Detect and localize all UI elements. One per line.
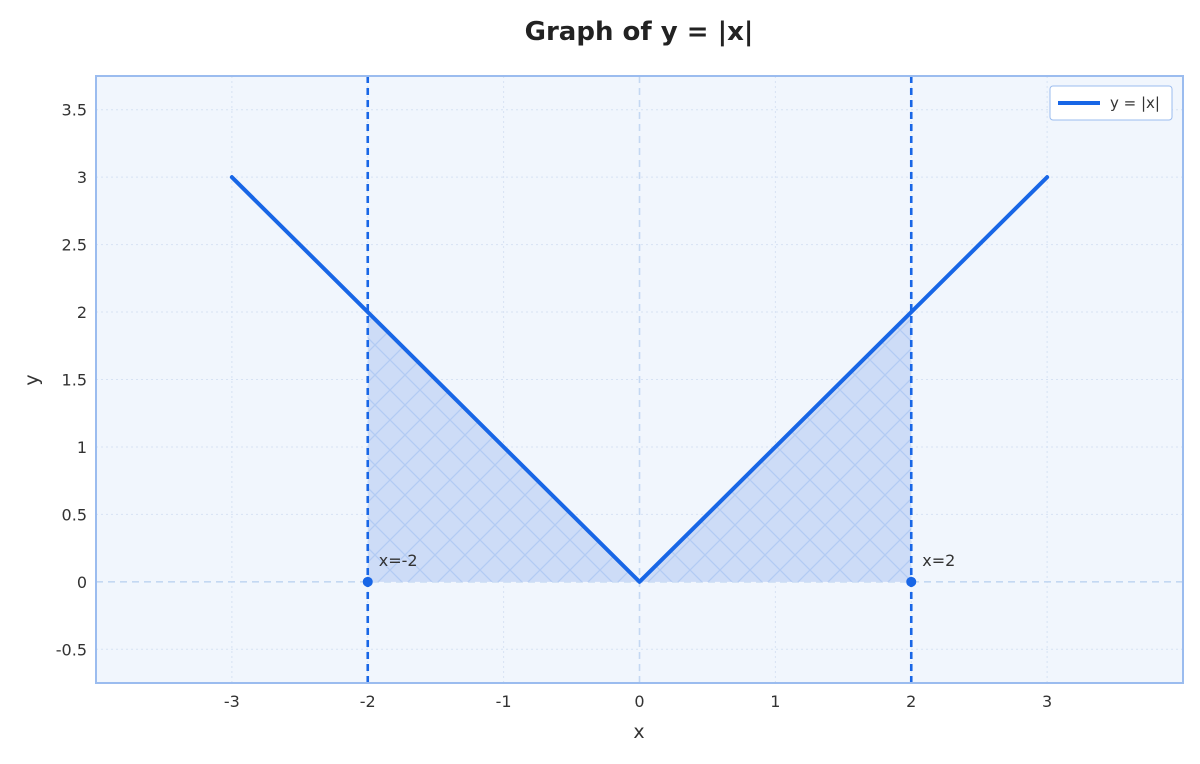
annotation-label: x=2 [922,551,955,570]
x-axis-label: x [633,721,644,743]
legend-box [1049,85,1173,121]
y-tick-label: 1.5 [62,371,87,390]
boundary-point [906,576,917,587]
y-tick-label: 0.5 [62,505,87,524]
x-tick-label: 1 [770,692,780,711]
x-tick-label: 0 [634,692,644,711]
x-tick-label: 2 [906,692,916,711]
x-tick-labels: -3 -2 -1 0 1 2 3 [224,692,1052,711]
y-axis-label: y [21,374,43,385]
annotations: x=-2 x=2 [379,551,956,570]
chart-title: Graph of y = |x| [525,17,754,47]
x-tick-label: -1 [496,692,512,711]
y-tick-labels: -0.5 0 0.5 1 1.5 2 2.5 3 3.5 [56,101,87,660]
x-tick-label: 3 [1042,692,1052,711]
boundary-point [362,576,373,587]
legend: y = |x| [1049,85,1173,121]
annotation-label: x=-2 [379,551,418,570]
y-tick-label: 2 [77,303,87,322]
y-tick-label: 3.5 [62,101,87,120]
y-tick-label: 0 [77,573,87,592]
boundary-markers [362,576,917,587]
y-tick-label: 1 [77,438,87,457]
y-tick-label: -0.5 [56,640,87,659]
x-tick-label: -3 [224,692,240,711]
plot-frame [95,75,1184,684]
x-tick-label: -2 [360,692,376,711]
y-tick-label: 2.5 [62,236,87,255]
series-lines [229,175,1050,584]
shaded-region-hatch [367,312,912,582]
y-tick-label: 3 [77,168,87,187]
series-line [229,175,1050,584]
legend-label: y = |x| [1110,94,1160,112]
